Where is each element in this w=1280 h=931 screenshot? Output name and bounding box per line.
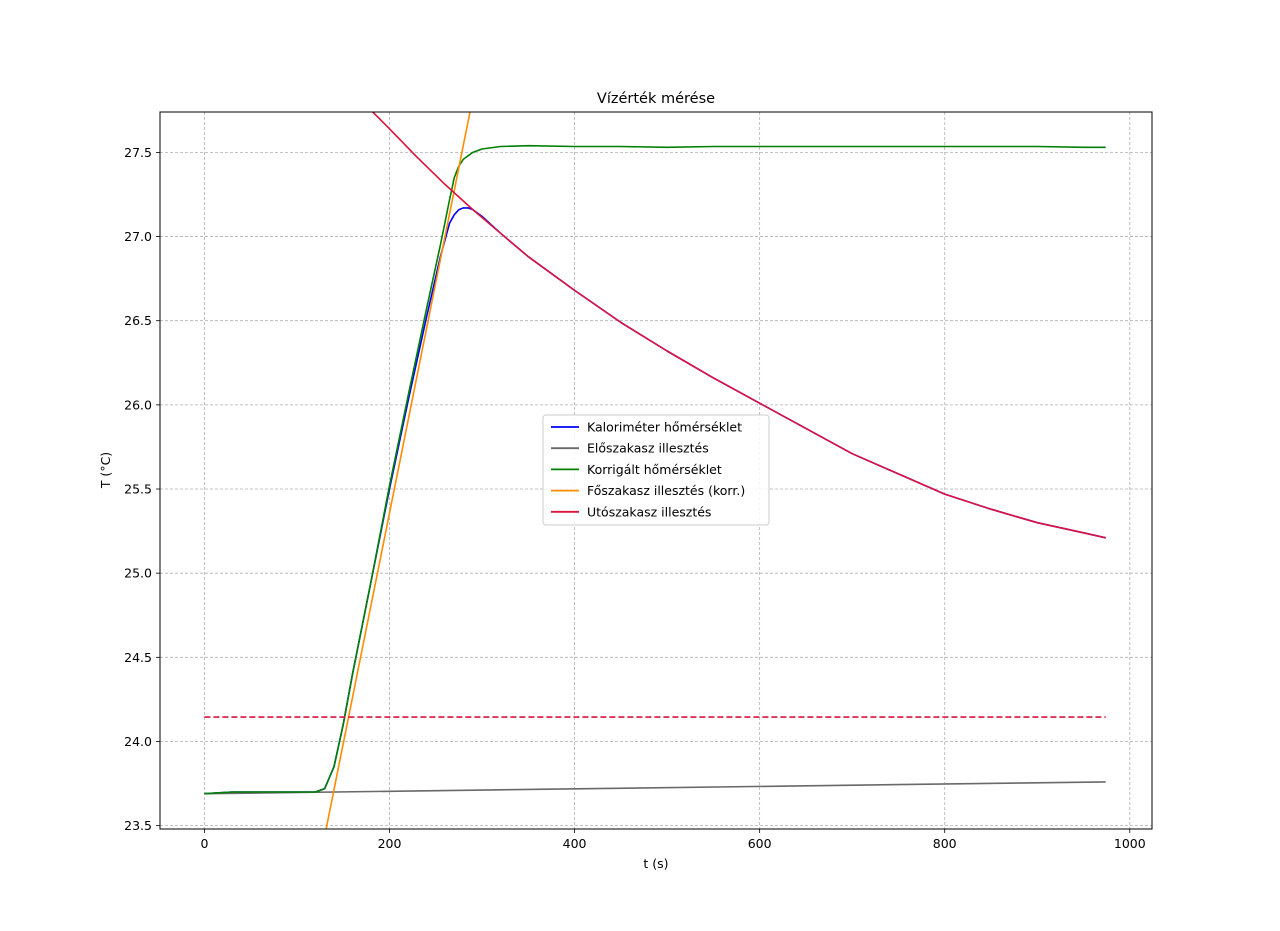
x-tick-label: 400 xyxy=(563,836,587,851)
x-axis: 0 200 400 600 800 1000 xyxy=(200,829,1146,851)
legend-label: Előszakasz illesztés xyxy=(587,441,709,456)
plot-frame xyxy=(159,111,1153,830)
y-tick-label: 27.0 xyxy=(124,229,152,244)
y-tick-label: 26.0 xyxy=(124,397,152,412)
x-tick-label: 200 xyxy=(378,836,402,851)
y-tick-label: 26.5 xyxy=(124,313,152,328)
grid xyxy=(160,112,1152,829)
x-tick-label: 800 xyxy=(933,836,957,851)
chart-title: Vízérték mérése xyxy=(597,91,715,107)
series-line-utoszakasz-illesztes xyxy=(372,112,1106,539)
x-axis-label: t (s) xyxy=(643,856,668,871)
legend-label: Korrigált hőmérséklet xyxy=(587,462,722,477)
series-line-eloszakasz-illesztes xyxy=(204,781,1106,795)
y-tick-label: 27.5 xyxy=(124,145,152,160)
x-tick-label: 600 xyxy=(748,836,772,851)
x-tick-label: 0 xyxy=(200,836,208,851)
legend-label: Főszakasz illesztés (korr.) xyxy=(587,483,745,498)
y-tick-label: 23.5 xyxy=(124,818,152,833)
y-axis-label: T (°C) xyxy=(98,452,113,489)
y-tick-label: 25.5 xyxy=(124,482,152,497)
legend-label: Kaloriméter hőmérséklet xyxy=(587,420,742,435)
y-tick-label: 25.0 xyxy=(124,566,152,581)
legend: Kaloriméter hőmérséklet Előszakasz illesz… xyxy=(542,414,770,526)
y-tick-label: 24.5 xyxy=(124,650,152,665)
series-line-foszakasz-illesztes-korr xyxy=(325,112,471,829)
y-tick-label: 24.0 xyxy=(124,734,152,749)
x-tick-label: 1000 xyxy=(1114,836,1146,851)
legend-box xyxy=(542,414,770,526)
series-line-korrigalt-homerseklet xyxy=(204,144,1106,795)
legend-label: Utószakasz illesztés xyxy=(587,504,711,519)
series-layer xyxy=(204,112,1106,829)
y-axis: 23.5 24.0 24.5 25.0 25.5 26.0 26.5 27.0 27.5 xyxy=(124,145,160,833)
